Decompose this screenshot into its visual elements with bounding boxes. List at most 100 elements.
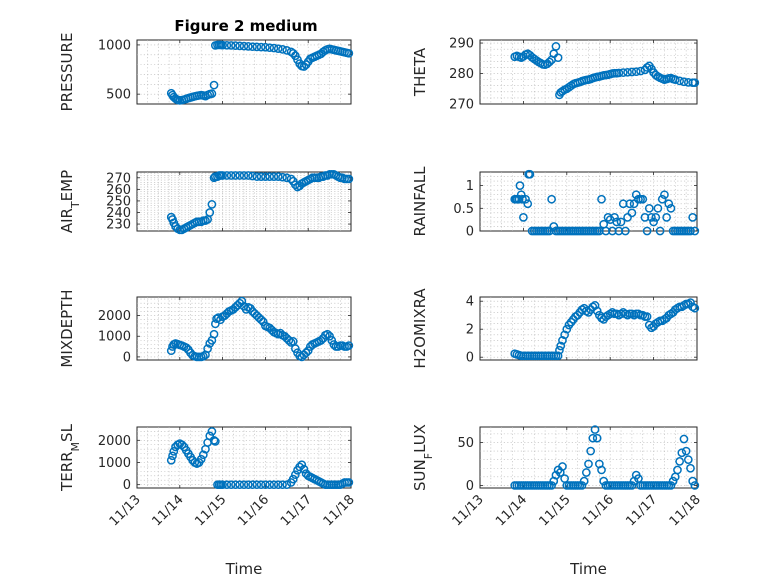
data-point bbox=[547, 481, 556, 490]
data-point bbox=[301, 348, 311, 358]
y-tick-label: 260 bbox=[106, 183, 131, 198]
data-point bbox=[618, 68, 628, 77]
data-point bbox=[278, 172, 287, 182]
data-point bbox=[248, 171, 257, 181]
data-point bbox=[686, 298, 695, 307]
data-point bbox=[291, 344, 300, 353]
data-point bbox=[560, 330, 569, 340]
y-tick-label: 4 bbox=[466, 295, 474, 310]
y-tick-label: 0 bbox=[123, 478, 131, 493]
data-point bbox=[299, 464, 309, 474]
data-point bbox=[679, 77, 689, 87]
data-point bbox=[218, 40, 227, 50]
data-point bbox=[226, 171, 236, 180]
data-point bbox=[265, 43, 275, 53]
x-tick-label: 11/13 bbox=[450, 492, 487, 529]
data-point bbox=[218, 480, 227, 490]
data-point bbox=[597, 465, 606, 475]
data-point bbox=[235, 41, 245, 51]
data-point bbox=[590, 425, 600, 434]
data-point bbox=[261, 172, 270, 181]
x-tick-label: 11/15 bbox=[537, 492, 574, 529]
data-point bbox=[647, 213, 656, 222]
data-point bbox=[327, 336, 337, 345]
data-point bbox=[677, 448, 687, 458]
data-point bbox=[683, 455, 693, 464]
data-point bbox=[686, 226, 695, 236]
x-axis-label: Time bbox=[569, 560, 607, 578]
subplot-terr-msl: 0 1000 2000 11/13 11/14 11/15 11/16 11/17 11/18 T… bbox=[58, 423, 358, 578]
data-point bbox=[551, 470, 561, 480]
data-point bbox=[344, 174, 354, 184]
data-point bbox=[239, 171, 249, 180]
data-point bbox=[636, 66, 645, 76]
x-tick-label: 11/14 bbox=[150, 492, 187, 529]
y-tick-label: 2000 bbox=[98, 309, 131, 324]
data-point bbox=[592, 306, 602, 316]
y-tick-label: 2000 bbox=[98, 434, 131, 449]
data-point bbox=[675, 457, 684, 466]
data-point bbox=[169, 447, 179, 456]
data-point bbox=[273, 44, 283, 54]
data-point bbox=[258, 317, 268, 327]
data-point bbox=[525, 169, 535, 179]
data-point bbox=[614, 68, 624, 78]
plot-area bbox=[479, 426, 698, 489]
data-point bbox=[627, 208, 637, 218]
data-point bbox=[599, 476, 609, 486]
y-tick-label: 500 bbox=[106, 88, 131, 103]
data-point bbox=[556, 341, 566, 351]
data-point bbox=[226, 480, 236, 490]
data-point bbox=[690, 303, 700, 313]
subplot-theta: 270 280 290 THETA bbox=[411, 37, 700, 113]
data-point bbox=[209, 80, 219, 90]
y-axis-label: SUNFLUX bbox=[411, 424, 435, 491]
x-tick-label: 11/18 bbox=[667, 492, 704, 529]
data-point bbox=[231, 480, 240, 490]
data-point bbox=[269, 172, 279, 181]
data-point bbox=[642, 63, 652, 72]
data-point bbox=[612, 217, 622, 227]
data-point bbox=[651, 70, 661, 80]
data-point bbox=[252, 42, 262, 52]
data-point bbox=[325, 331, 334, 341]
data-point bbox=[248, 480, 257, 490]
data-point bbox=[243, 42, 253, 51]
data-point bbox=[690, 78, 700, 88]
data-point bbox=[344, 341, 354, 350]
y-tick-label: 250 bbox=[106, 194, 131, 209]
data-point bbox=[662, 213, 671, 222]
data-point bbox=[627, 67, 637, 77]
data-point bbox=[256, 315, 266, 325]
data-point bbox=[555, 345, 564, 355]
data-point bbox=[226, 41, 236, 50]
data-point bbox=[590, 301, 600, 310]
data-point bbox=[344, 478, 354, 487]
x-axis-label: Time bbox=[225, 560, 263, 578]
x-tick-label: 11/18 bbox=[321, 492, 358, 529]
subplot-rainfall: 0 0.5 1 RAINFALL bbox=[411, 166, 700, 240]
data-point bbox=[278, 45, 287, 54]
data-point bbox=[644, 203, 654, 213]
data-point bbox=[316, 336, 326, 345]
y-tick-label: 1000 bbox=[98, 456, 131, 471]
data-point bbox=[690, 226, 700, 236]
y-axis-label: TERRMSL bbox=[58, 423, 82, 492]
data-point bbox=[205, 208, 215, 217]
data-point bbox=[577, 481, 587, 490]
y-tick-label: 240 bbox=[106, 206, 131, 221]
data-point bbox=[273, 480, 283, 490]
data-point bbox=[579, 476, 589, 486]
data-point bbox=[303, 346, 313, 356]
data-point bbox=[690, 481, 700, 490]
data-point bbox=[239, 480, 249, 490]
x-tick-label: 11/16 bbox=[580, 492, 617, 529]
data-point bbox=[668, 476, 678, 486]
data-point bbox=[679, 434, 689, 444]
data-point bbox=[166, 455, 176, 465]
data-point bbox=[549, 222, 559, 231]
data-point bbox=[291, 470, 300, 480]
data-point bbox=[610, 213, 619, 222]
